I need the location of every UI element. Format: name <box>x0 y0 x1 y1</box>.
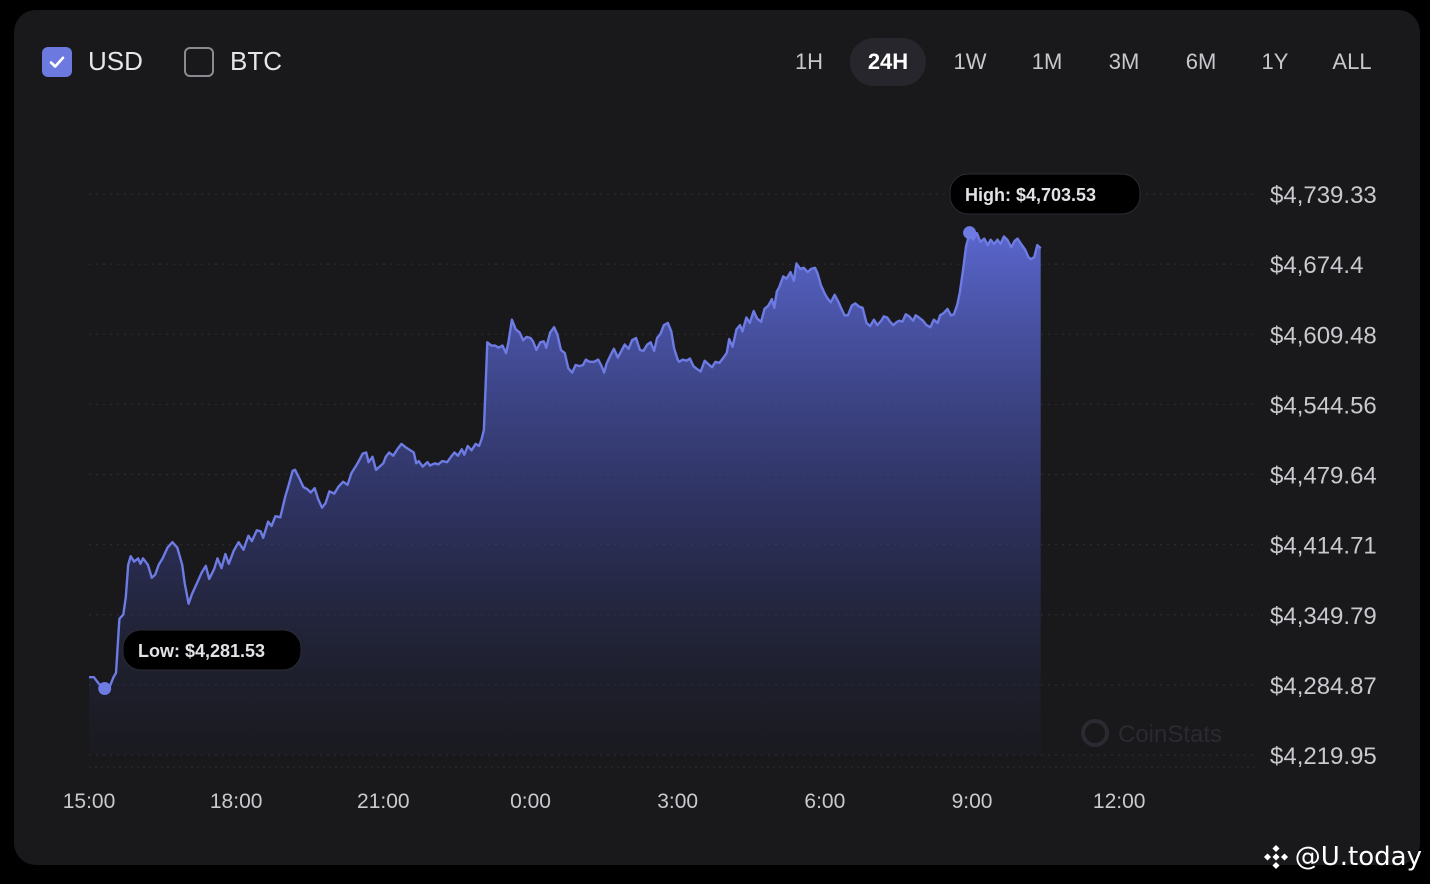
low-annotation: Low: $4,281.53 <box>98 629 302 695</box>
x-tick-label: 18:00 <box>210 790 263 813</box>
range-button-all[interactable]: ALL <box>1332 49 1372 74</box>
x-tick-label: 15:00 <box>63 790 116 813</box>
btc-label: BTC <box>230 46 282 76</box>
range-button-1y[interactable]: 1Y <box>1261 49 1289 74</box>
currency-usd-checkbox[interactable]: USD <box>42 46 143 77</box>
high-tooltip-label: High: $4,703.53 <box>965 185 1096 205</box>
high-point-marker <box>963 226 977 240</box>
x-tick-label: 9:00 <box>952 790 993 813</box>
y-tick-label: $4,739.33 <box>1270 182 1377 209</box>
range-button-1w[interactable]: 1W <box>953 49 987 74</box>
range-button-3m[interactable]: 3M <box>1108 49 1140 74</box>
price-chart-panel: USD BTC 1H 24H 1W 1M 3M 6M 1Y ALL CoinSt… <box>14 10 1420 865</box>
price-line <box>89 232 1042 690</box>
usd-checkbox-box[interactable] <box>42 46 72 77</box>
price-area-chart[interactable]: CoinStats $4,739.33 $4,674.4 $4,609.48 $4,5… <box>14 10 1420 865</box>
y-tick-label: $4,544.56 <box>1270 392 1377 419</box>
y-tick-label: $4,349.79 <box>1270 603 1377 630</box>
x-tick-label: 6:00 <box>804 790 845 813</box>
btc-checkbox-box[interactable] <box>184 46 214 77</box>
low-point-marker <box>98 681 112 695</box>
low-tooltip-box <box>122 629 302 671</box>
range-button-1h[interactable]: 1H <box>794 49 824 74</box>
x-tick-label: 3:00 <box>657 790 698 813</box>
range-button-6m[interactable]: 6M <box>1185 49 1217 74</box>
y-tick-label: $4,674.4 <box>1270 252 1363 279</box>
currency-btc-checkbox[interactable]: BTC <box>184 46 282 77</box>
checkmark-icon <box>49 56 65 68</box>
y-tick-label: $4,609.48 <box>1270 322 1377 349</box>
high-tooltip-box <box>949 173 1141 215</box>
x-axis-labels: 15:00 18:00 21:00 0:00 3:00 6:00 9:00 12:00 <box>63 790 1146 813</box>
branding-text: @U.today <box>1294 842 1422 872</box>
usd-label: USD <box>88 46 143 76</box>
x-tick-label: 21:00 <box>357 790 410 813</box>
x-tick-label: 0:00 <box>510 790 551 813</box>
y-tick-label: $4,414.71 <box>1270 533 1377 560</box>
time-range-selector: 1H 24H 1W 1M 3M 6M 1Y ALL <box>14 38 1420 86</box>
coinstats-logo-icon <box>1081 719 1109 747</box>
y-tick-label: $4,284.87 <box>1270 673 1377 700</box>
x-tick-label: 12:00 <box>1093 790 1146 813</box>
coinstats-watermark: CoinStats <box>1081 719 1222 748</box>
price-area-fill <box>89 233 1041 755</box>
binance-logo-icon <box>1263 844 1288 870</box>
low-tooltip-label: Low: $4,281.53 <box>138 641 265 661</box>
branding: @U.today <box>1263 842 1422 872</box>
y-tick-label: $4,219.95 <box>1270 743 1377 770</box>
high-annotation: High: $4,703.53 <box>949 173 1141 240</box>
watermark-text: CoinStats <box>1118 721 1222 748</box>
y-axis-labels: $4,739.33 $4,674.4 $4,609.48 $4,544.56 $4,47… <box>1270 182 1377 770</box>
y-tick-label: $4,479.64 <box>1270 463 1377 490</box>
range-button-1m[interactable]: 1M <box>1031 49 1063 74</box>
range-button-24h[interactable]: 24H <box>849 38 927 86</box>
